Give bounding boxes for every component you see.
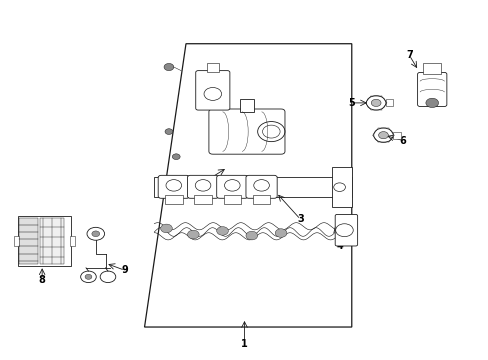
FancyBboxPatch shape — [158, 175, 189, 198]
Text: 8: 8 — [39, 275, 45, 285]
Circle shape — [163, 63, 173, 71]
Circle shape — [378, 132, 387, 139]
FancyBboxPatch shape — [216, 175, 247, 198]
Text: 3: 3 — [297, 215, 304, 224]
Circle shape — [425, 98, 438, 108]
Bar — [252, 195, 270, 204]
Text: 1: 1 — [241, 339, 247, 349]
FancyBboxPatch shape — [417, 72, 446, 107]
Text: 2: 2 — [172, 195, 179, 205]
Circle shape — [245, 231, 257, 240]
Circle shape — [160, 224, 172, 233]
Circle shape — [92, 231, 100, 237]
FancyBboxPatch shape — [334, 215, 357, 246]
Text: 6: 6 — [399, 136, 406, 145]
Bar — [154, 177, 351, 197]
Bar — [423, 63, 440, 74]
Bar — [331, 167, 351, 207]
Circle shape — [172, 154, 180, 159]
Circle shape — [164, 129, 172, 134]
FancyBboxPatch shape — [187, 175, 218, 198]
Bar — [206, 63, 218, 72]
Circle shape — [187, 230, 199, 239]
Bar — [385, 99, 392, 107]
Bar — [40, 218, 64, 264]
FancyBboxPatch shape — [195, 71, 229, 110]
Bar — [194, 195, 211, 204]
Circle shape — [275, 229, 286, 237]
FancyBboxPatch shape — [245, 175, 277, 198]
Bar — [14, 235, 19, 246]
Bar — [392, 132, 400, 139]
Circle shape — [216, 226, 228, 235]
Bar — [70, 235, 75, 246]
FancyBboxPatch shape — [208, 109, 285, 154]
Bar — [18, 216, 71, 266]
Bar — [239, 99, 254, 112]
Text: 9: 9 — [122, 265, 128, 275]
Text: 4: 4 — [336, 241, 342, 251]
Bar — [19, 218, 38, 264]
Circle shape — [370, 99, 380, 107]
Bar — [164, 195, 182, 204]
Text: 7: 7 — [405, 50, 412, 60]
Text: 5: 5 — [347, 98, 354, 108]
Circle shape — [85, 274, 92, 279]
Bar — [223, 195, 241, 204]
